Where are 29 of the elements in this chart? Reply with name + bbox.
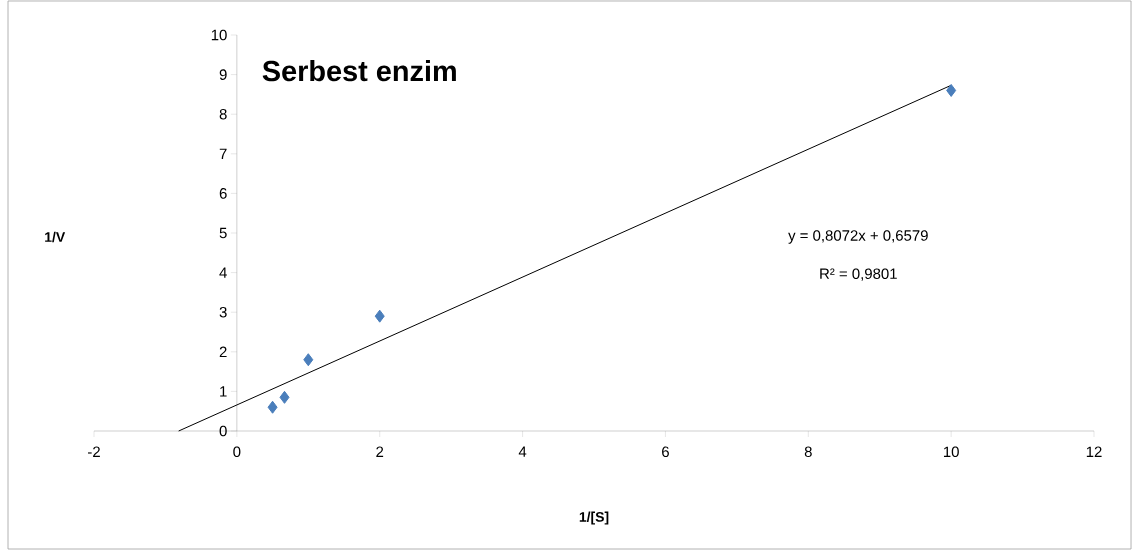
y-tick-label: 10 xyxy=(211,29,227,41)
y-axis-title: 1/V xyxy=(45,231,66,243)
x-tick-label: -2 xyxy=(88,446,100,457)
y-tick-label: 6 xyxy=(219,188,227,199)
y-tick-label: 8 xyxy=(219,108,227,120)
x-tick-label: 2 xyxy=(376,446,384,457)
x-tick-label: 4 xyxy=(518,446,527,457)
point xyxy=(267,400,278,414)
x-tick-label: 12 xyxy=(1086,446,1102,457)
y-tick-label: 9 xyxy=(219,69,227,80)
x-tick-label: 6 xyxy=(662,446,669,458)
point xyxy=(374,309,385,323)
y-tick-label: 2 xyxy=(219,346,227,358)
x-tick-label: 10 xyxy=(943,446,959,458)
y-tick-label: 1 xyxy=(220,386,227,397)
y-tick-label: 0 xyxy=(219,425,227,437)
y-tick-label: 4 xyxy=(219,267,227,278)
point xyxy=(303,353,314,367)
point xyxy=(279,390,290,404)
x-tick-label: 8 xyxy=(804,446,812,458)
y-tick-label: 7 xyxy=(219,148,227,159)
y-tick-label: 5 xyxy=(219,227,227,239)
x-axis-title: 1/[S] xyxy=(579,511,609,525)
text: Serbest enzim xyxy=(262,60,456,82)
x-tick-label: 0 xyxy=(233,446,241,458)
point xyxy=(946,83,957,97)
y-tick-label: 3 xyxy=(219,306,227,318)
annotation: y = 0,8072x + 0,6579 xyxy=(788,230,928,244)
annotation: R² = 0,9801 xyxy=(820,268,897,281)
